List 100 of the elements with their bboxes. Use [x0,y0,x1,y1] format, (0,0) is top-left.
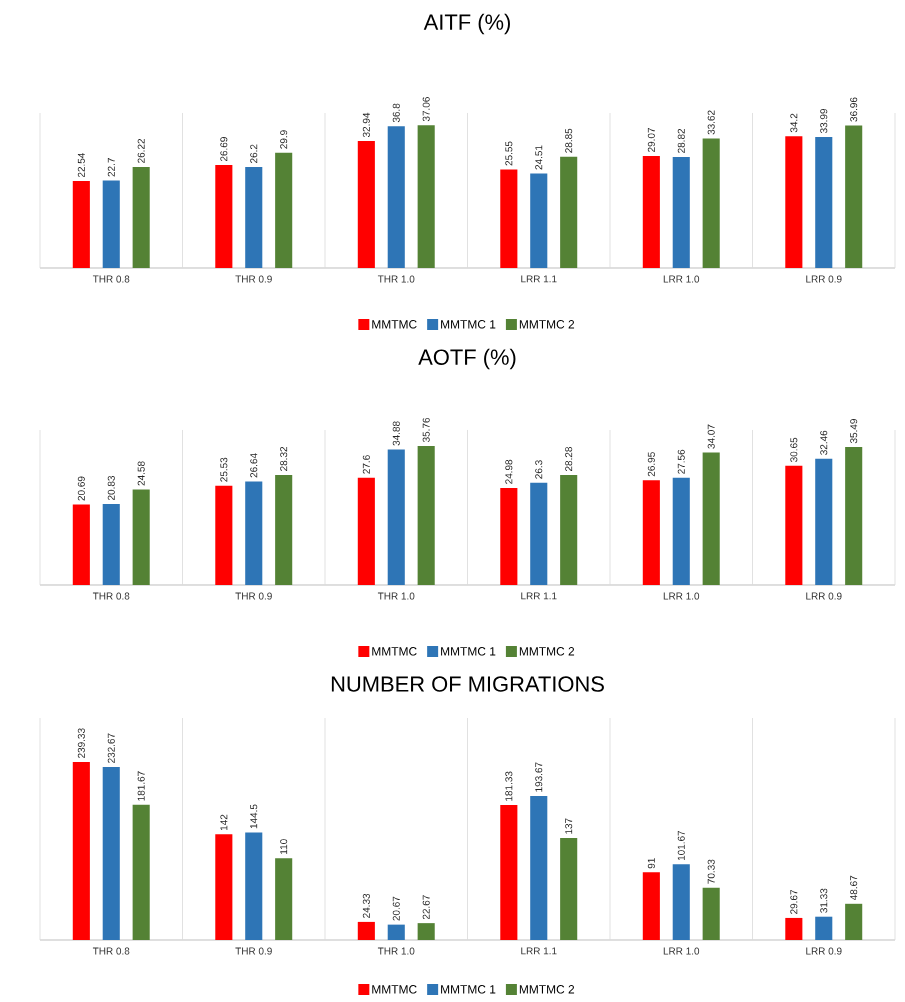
x-tick-label: LRR 1.1 [521,947,557,955]
bar [357,921,375,940]
bar [500,487,518,585]
bar [672,864,690,940]
data-label: 142 [220,814,228,831]
bar [845,447,863,585]
bar [417,445,435,585]
chart-title: NUMBER OF MIGRATIONS [331,676,604,692]
data-label: 48.67 [850,875,858,901]
bar [815,916,833,940]
data-label: 25.55 [505,141,513,166]
bar [417,125,435,268]
bar [387,924,405,940]
data-label: 34.88 [392,421,400,446]
bar [245,481,263,585]
data-label: 36.8 [392,103,400,123]
data-label: 34.07 [707,424,715,449]
x-tick-label: LRR 1.0 [663,947,700,955]
x-tick-label: THR 0.8 [92,592,130,600]
data-label: 33.99 [820,108,828,134]
data-label: 26.3 [535,460,543,479]
data-label: 35.76 [422,417,430,443]
data-label: 22.67 [422,895,430,920]
legend-label: MMTMC 1 [441,647,496,656]
data-label: 28.82 [677,128,685,153]
bar [702,452,720,585]
data-label: 27.6 [362,455,370,474]
x-tick-label: LRR 1.0 [663,275,700,283]
bar [245,167,263,268]
bar [845,903,863,940]
data-label: 25.53 [220,457,228,482]
legend-label: MMTMC 2 [519,647,575,656]
x-tick-label: LRR 0.9 [806,275,842,283]
bar [102,766,120,940]
data-label: 28.32 [280,446,288,471]
bar [785,465,803,585]
bar [275,474,293,585]
data-label: 232.67 [107,733,115,763]
bar [245,832,263,940]
x-tick-label: LRR 0.9 [806,947,842,955]
data-label: 101.67 [677,830,685,861]
data-label: 24.98 [505,459,513,484]
data-label: 20.69 [77,476,85,501]
bar [815,458,833,585]
data-label: 28.28 [565,447,573,472]
bar [672,156,690,268]
data-label: 26.2 [250,144,258,163]
legend-label: MMTMC [372,985,417,994]
bar [275,858,293,940]
x-tick-label: THR 0.8 [92,275,130,283]
bar [785,917,803,940]
bar [387,126,405,268]
bar [702,887,720,940]
bar [132,489,150,585]
bar [215,485,233,585]
x-tick-label: LRR 1.1 [521,275,557,283]
data-label: 181.67 [137,771,145,801]
data-label: 32.46 [820,430,828,455]
data-label: 34.2 [790,113,798,133]
data-label: 239.33 [77,728,85,758]
data-label: 22.7 [107,158,115,177]
data-label: 31.33 [820,888,828,913]
data-label: 29.9 [280,130,288,149]
data-label: 26.95 [647,452,655,477]
chart-title: AITF (%) [423,13,510,35]
bar [560,156,578,268]
data-label: 26.22 [137,138,145,163]
x-tick-label: THR 1.0 [377,947,415,955]
bar [530,482,548,585]
data-label: 29.67 [790,889,798,914]
data-label: 193.67 [535,762,543,792]
x-tick-label: THR 0.9 [235,947,272,955]
data-label: 20.67 [392,896,400,921]
data-label: 137 [565,818,573,834]
bar [72,181,90,268]
bar [102,180,120,268]
bar [132,166,150,268]
bar [417,923,435,940]
data-label: 29.07 [647,127,655,152]
x-tick-label: LRR 0.9 [806,592,842,600]
bar [672,477,690,585]
bar [560,838,578,940]
data-label: 27.56 [677,449,685,474]
bar [642,155,660,268]
x-tick-label: LRR 1.0 [663,592,700,600]
bar [785,136,803,268]
x-tick-label: THR 1.0 [377,592,415,600]
bar [357,477,375,585]
bar [845,125,863,268]
bar [500,805,518,940]
data-label: 91 [647,858,655,869]
legend-label: MMTMC [372,320,417,329]
x-tick-label: THR 0.9 [235,275,272,283]
bar [642,872,660,940]
data-label: 110 [280,839,288,854]
bar [72,761,90,940]
data-label: 181.33 [505,771,513,801]
data-label: 24.58 [137,461,145,486]
x-tick-label: LRR 1.1 [521,592,557,600]
bar [560,475,578,585]
